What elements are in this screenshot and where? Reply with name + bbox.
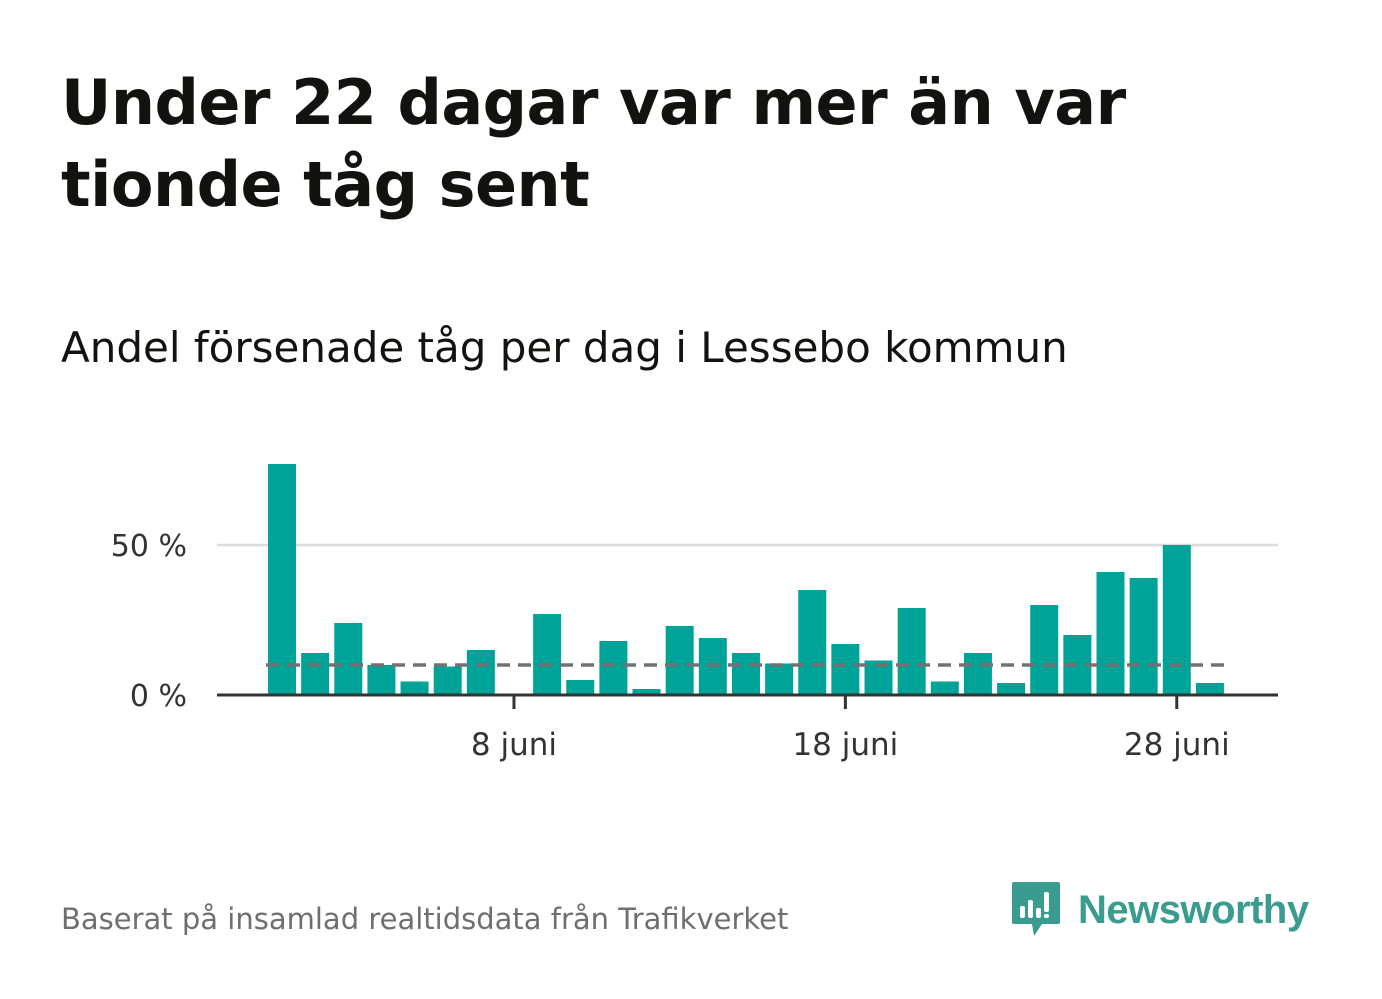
bar	[1195, 683, 1224, 695]
bar	[268, 464, 296, 695]
bar	[367, 665, 396, 695]
bar	[1162, 545, 1191, 695]
bar	[831, 644, 860, 695]
bar-chart: 0 % 50 % 8 juni 18 juni 28 juni	[111, 464, 1278, 763]
bar	[433, 666, 462, 695]
bar	[798, 590, 827, 695]
source-note: Baserat på insamlad realtidsdata från Tr…	[61, 902, 789, 936]
y-tick-label: 50 %	[111, 529, 187, 564]
newsworthy-logo-icon	[1012, 882, 1060, 936]
bar	[997, 683, 1026, 695]
bar	[466, 650, 495, 695]
bar	[301, 653, 330, 695]
bar	[566, 680, 595, 695]
bar	[400, 681, 429, 695]
bar	[334, 623, 363, 695]
bar	[599, 641, 628, 695]
x-tick-label: 28 juni	[1124, 727, 1230, 763]
brand: Newsworthy	[1010, 880, 1309, 940]
brand-name: Newsworthy	[1078, 888, 1309, 932]
x-tick-label: 8 juni	[471, 727, 557, 763]
bar	[1129, 578, 1158, 695]
bar	[1030, 605, 1059, 695]
x-tick-label: 18 juni	[792, 727, 898, 763]
bar	[665, 626, 694, 695]
bar	[930, 681, 959, 695]
bar	[897, 608, 926, 695]
bar	[533, 614, 562, 695]
bar	[765, 663, 794, 695]
bar	[1096, 572, 1125, 695]
chart-title: Under 22 dagar var mer än var tionde tåg…	[61, 66, 1126, 221]
bar	[632, 689, 661, 695]
chart-subtitle: Andel försenade tåg per dag i Lessebo ko…	[61, 323, 1068, 372]
y-tick-label: 0 %	[130, 679, 187, 714]
bar	[731, 653, 760, 695]
bar	[963, 653, 992, 695]
